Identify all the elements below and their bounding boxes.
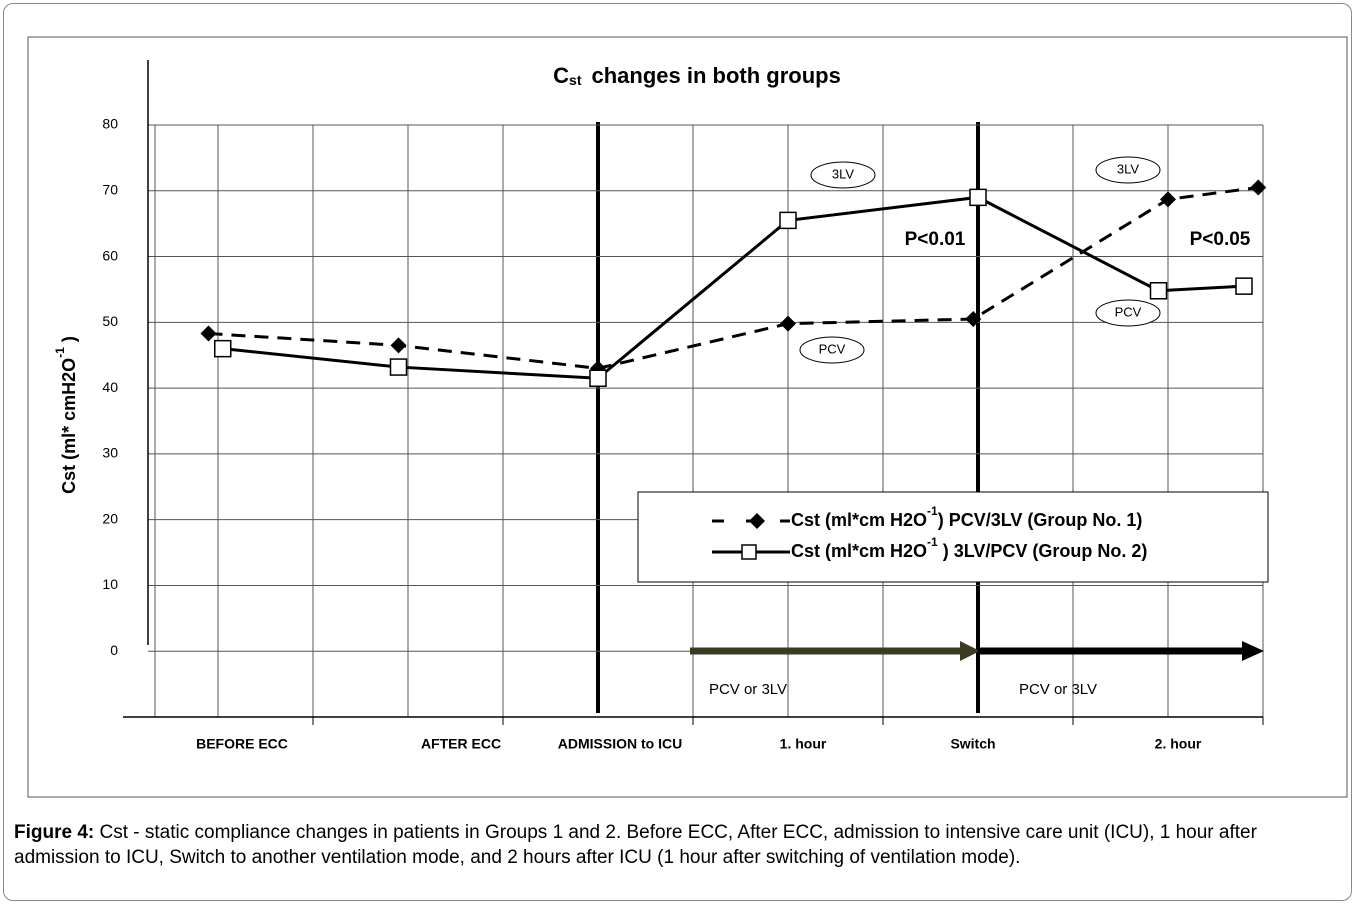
annotation-oval [1095, 156, 1161, 184]
y-tick-label: 60 [102, 247, 118, 263]
annotation: PCV [1115, 304, 1142, 319]
square-marker [389, 358, 408, 376]
square-marker [969, 188, 987, 207]
legend-sup: -1 [927, 504, 938, 518]
y-tick-label: 0 [110, 642, 118, 658]
annotation-oval [799, 336, 865, 364]
figure-frame [3, 3, 1352, 901]
x-tick-label: 2. hour [1155, 736, 1202, 752]
legend-square [741, 544, 757, 560]
y-tick-label: 40 [102, 379, 118, 395]
series-line [222, 195, 1245, 380]
title-sub: st [569, 72, 582, 88]
y-axis-label: Cst (ml* cmH2O-1 ) [53, 336, 79, 494]
title-main: C [553, 63, 569, 88]
annotation: PCV [819, 341, 846, 356]
square-marker [589, 369, 607, 387]
y-tick-label: 80 [102, 116, 118, 132]
x-tick-label: BEFORE ECC [196, 736, 288, 752]
y-label-end: ) [59, 336, 79, 347]
square-marker [214, 339, 232, 358]
y-tick-label: 30 [102, 445, 118, 461]
annotation: 3LV [832, 166, 854, 181]
legend-box [637, 491, 1269, 583]
annotation: P<0.05 [1190, 229, 1251, 250]
y-label-main: Cst (ml* cmH2O [59, 358, 79, 494]
square-marker [779, 211, 797, 230]
chart-box [27, 36, 1348, 798]
diamond-marker [390, 337, 407, 354]
legend-text: ) 3LV/PCV (Group No. 2) [938, 541, 1148, 561]
x-tick-label: ADMISSION to ICU [558, 736, 682, 752]
annotation: P<0.01 [905, 229, 966, 250]
annotation-oval [1095, 299, 1161, 327]
square-marker [1149, 282, 1168, 300]
legend-label: Cst (ml*cm H2O-1) PCV/3LV (Group No. 1) [791, 504, 1142, 530]
diamond-marker [1250, 179, 1267, 196]
legend-text: ) PCV/3LV (Group No. 1) [938, 510, 1143, 530]
annotation: PCV or 3LV [1019, 681, 1097, 698]
caption-text: Cst - static compliance changes in patie… [14, 822, 1257, 868]
x-tick-label: Switch [950, 736, 995, 752]
y-tick-label: 10 [102, 576, 118, 592]
legend-text: Cst (ml*cm H2O [791, 541, 927, 561]
y-tick-label: 50 [102, 313, 118, 329]
y-tick-label: 20 [102, 510, 118, 526]
legend-sup: -1 [927, 535, 938, 549]
y-tick-label: 70 [102, 181, 118, 197]
annotation: 3LV [1117, 161, 1139, 176]
y-label-sup: -1 [53, 347, 67, 358]
caption-label: Figure 4: [14, 822, 95, 843]
diamond-marker [1160, 191, 1176, 208]
x-tick-label: 1. hour [780, 736, 827, 752]
legend-diamond [749, 513, 765, 529]
annotation-oval [810, 161, 876, 189]
series-line [208, 186, 1259, 370]
chart-title: Cst changes in both groups [553, 63, 841, 88]
x-tick-label: AFTER ECC [421, 736, 501, 752]
arrow-head [1242, 641, 1264, 661]
square-marker [1235, 277, 1253, 295]
arrow-head [960, 641, 980, 661]
title-rest: changes in both groups [592, 63, 841, 88]
legend-text: Cst (ml*cm H2O [791, 510, 927, 530]
annotation: PCV or 3LV [709, 681, 787, 698]
caption: Figure 4: Cst - static compliance change… [14, 820, 1344, 870]
diamond-marker [200, 325, 217, 342]
diamond-marker [965, 311, 982, 328]
diamond-marker [780, 315, 796, 332]
legend-label: Cst (ml*cm H2O-1 ) 3LV/PCV (Group No. 2) [791, 535, 1147, 561]
